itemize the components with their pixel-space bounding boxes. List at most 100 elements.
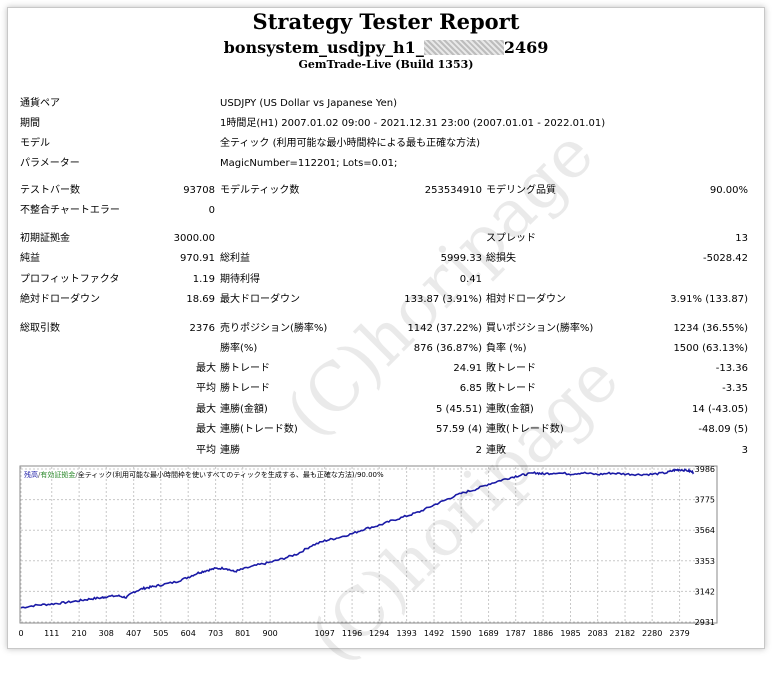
report-title: Strategy Tester Report: [252, 9, 520, 34]
x-tick-label: 2280: [642, 629, 662, 638]
max-consec-win-cnt-value: 57.59 (4): [436, 424, 482, 435]
quality-value: 90.00%: [709, 185, 748, 196]
legend-sep: /: [75, 471, 78, 479]
pf-label: プロフィットファクタ: [20, 274, 120, 285]
x-tick-label: 2083: [587, 629, 607, 638]
deposit-label: 初期証拠金: [20, 233, 70, 244]
x-tick-label: 1097: [315, 629, 335, 638]
stats-row-mismatch: 不整合チャートエラー 0: [0, 203, 772, 219]
x-tick-label: 308: [99, 629, 114, 638]
net-label: 純益: [20, 253, 40, 264]
rel-dd-label: 相対ドローダウン: [486, 294, 566, 305]
max-prefix: 最大: [196, 404, 216, 415]
legend-balance: 残高: [24, 470, 38, 479]
gross-profit-label: 総利益: [220, 253, 250, 264]
setting-value: USDJPY (US Dollar vs Japanese Yen): [220, 98, 398, 109]
win-pct-value: 876 (36.87%): [413, 343, 482, 354]
stats-row-deposit: 初期証拠金 3000.00 スプレッド 13: [0, 231, 772, 247]
stats-row-max-consec: 最大 連勝(金額) 5 (45.51) 連敗(金額) 14 (-43.05): [0, 402, 772, 418]
short-label: 売りポジション(勝率%): [220, 323, 328, 334]
bars-label: テストバー数: [20, 185, 80, 196]
stats-row-drawdown: 絶対ドローダウン 18.69 最大ドローダウン 133.87 (3.91%) 相…: [0, 292, 772, 308]
average-prefix: 平均: [196, 445, 216, 456]
balance-chart: 2931 3142 3353 3564 3775 3986 0 111 210 308 407 50…: [19, 465, 719, 645]
avg-consec-win-label: 連勝: [220, 445, 240, 456]
max-prefix: 最大: [196, 424, 216, 435]
max-consec-win-cnt-label: 連勝(トレード数): [220, 424, 298, 435]
total-label: 総取引数: [20, 323, 60, 334]
gross-profit-value: 5999.33: [440, 253, 482, 264]
setting-label: パラメーター: [20, 158, 80, 169]
setting-row-model: モデル 全ティック (利用可能な最小時間枠による最も正確な方法): [0, 136, 772, 152]
y-tick-label: 3775: [695, 496, 715, 505]
payoff-label: 期待利得: [220, 274, 260, 285]
stats-row-winrate: 勝率(%) 876 (36.87%) 負率 (%) 1500 (63.13%): [0, 341, 772, 357]
chart-background: [19, 465, 719, 645]
mismatch-label: 不整合チャートエラー: [20, 205, 120, 216]
avg-win-value: 6.85: [459, 383, 482, 394]
payoff-value: 0.41: [459, 274, 482, 285]
stats-row-avg-consec: 平均 連勝 2 連敗 3: [0, 443, 772, 459]
setting-label: 期間: [20, 118, 40, 129]
x-tick-label: 1492: [424, 629, 444, 638]
win-pct-label: 勝率(%): [220, 343, 258, 354]
short-value: 1142 (37.22%): [407, 323, 482, 334]
long-label: 買いポジション(勝率%): [486, 323, 594, 334]
largest-loss-value: -13.36: [715, 363, 748, 374]
setting-value: MagicNumber=112201; Lots=0.01;: [220, 158, 398, 169]
rel-dd-value: 3.91% (133.87): [670, 294, 748, 305]
stats-row-largest: 最大 勝トレード 24.91 敗トレード -13.36: [0, 361, 772, 377]
largest-prefix: 最大: [196, 363, 216, 374]
x-tick-label: 1689: [478, 629, 498, 638]
average-prefix: 平均: [196, 383, 216, 394]
quality-label: モデリング品質: [486, 185, 556, 196]
legend-model: 全ティック(利用可能な最小時間枠を使いすべてのティックを生成する、最も正確な方法…: [78, 470, 355, 479]
legend-sep: /: [355, 471, 358, 479]
ticks-label: モデルティック数: [220, 185, 300, 196]
avg-consec-win-value: 2: [475, 445, 482, 456]
stats-row-max-consec-count: 最大 連勝(トレード数) 57.59 (4) 連敗(トレード数) -48.09 …: [0, 422, 772, 438]
stats-row-pf: プロフィットファクタ 1.19 期待利得 0.41: [0, 272, 772, 288]
y-tick-label: 3353: [695, 557, 715, 566]
avg-win-label: 勝トレード: [220, 383, 270, 394]
long-value: 1234 (36.55%): [673, 323, 748, 334]
y-tick-label: 2931: [695, 618, 715, 627]
x-tick-label: 703: [208, 629, 223, 638]
mismatch-value: 0: [208, 205, 215, 216]
legend-equity: 有効証拠金: [40, 470, 75, 479]
x-tick-label: 407: [126, 629, 141, 638]
legend-quality: 90.00%: [357, 471, 384, 479]
spread-value: 13: [735, 233, 748, 244]
setting-row-period: 期間 1時間足(H1) 2007.01.02 09:00 - 2021.12.3…: [0, 116, 772, 132]
chart-grid: [20, 467, 702, 623]
y-tick-label: 3142: [695, 587, 715, 596]
setting-value: 1時間足(H1) 2007.01.02 09:00 - 2021.12.31 2…: [220, 118, 606, 129]
max-dd-value: 133.87 (3.91%): [404, 294, 482, 305]
gross-loss-label: 総損失: [486, 253, 516, 264]
pf-value: 1.19: [192, 274, 215, 285]
expert-name-suffix: 2469: [503, 38, 549, 57]
avg-consec-loss-label: 連敗: [486, 445, 506, 456]
y-axis-labels: 2931 3142 3353 3564 3775 3986: [695, 465, 715, 627]
stats-row-average: 平均 勝トレード 6.85 敗トレード -3.35: [0, 381, 772, 397]
x-tick-label: 0: [19, 629, 24, 638]
spread-label: スプレッド: [486, 233, 536, 244]
max-consec-loss-value: 14 (-43.05): [692, 404, 748, 415]
net-value: 970.91: [180, 253, 215, 264]
legend-sep: /: [38, 471, 41, 479]
redaction-block: [423, 40, 504, 55]
max-consec-loss-cnt-value: -48.09 (5): [698, 424, 748, 435]
max-consec-loss-cnt-label: 連敗(トレード数): [486, 424, 564, 435]
chart-legend: 残高/有効証拠金/全ティック(利用可能な最小時間枠を使いすべてのティックを生成す…: [24, 470, 384, 479]
max-consec-loss-label: 連敗(金額): [486, 404, 534, 415]
largest-win-label: 勝トレード: [220, 363, 270, 374]
expert-name-prefix: bonsystem_usdjpy_h1_: [223, 38, 424, 57]
x-tick-label: 1787: [506, 629, 526, 638]
setting-label: 通貨ペア: [20, 98, 60, 109]
stats-row-total: 総取引数 2376 売りポジション(勝率%) 1142 (37.22%) 買いポ…: [0, 321, 772, 337]
avg-loss-label: 敗トレード: [486, 383, 536, 394]
plot-frame: [19, 465, 718, 624]
x-tick-label: 900: [263, 629, 278, 638]
max-consec-win-value: 5 (45.51): [436, 404, 482, 415]
expert-name: bonsystem_usdjpy_h1_ 2469: [0, 38, 772, 57]
